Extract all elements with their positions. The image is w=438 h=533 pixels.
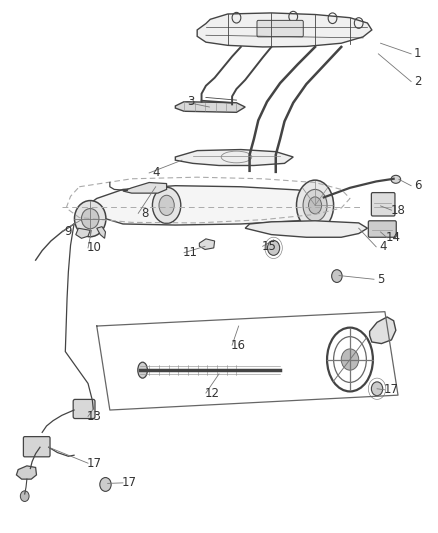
- Text: 17: 17: [122, 477, 137, 489]
- Ellipse shape: [308, 197, 321, 214]
- Circle shape: [268, 240, 280, 255]
- Text: 18: 18: [391, 204, 406, 216]
- Circle shape: [100, 478, 111, 491]
- Polygon shape: [16, 466, 36, 479]
- Polygon shape: [123, 182, 166, 193]
- FancyBboxPatch shape: [257, 20, 303, 37]
- Polygon shape: [76, 228, 90, 238]
- Ellipse shape: [391, 175, 401, 183]
- Text: 5: 5: [377, 273, 384, 286]
- Circle shape: [371, 382, 383, 395]
- Text: 14: 14: [386, 231, 401, 244]
- Polygon shape: [245, 221, 367, 237]
- Ellipse shape: [138, 362, 148, 378]
- Text: 6: 6: [414, 179, 421, 192]
- Circle shape: [341, 349, 359, 370]
- Text: 3: 3: [187, 95, 194, 108]
- Text: 17: 17: [87, 457, 102, 470]
- Text: 12: 12: [205, 386, 220, 400]
- FancyBboxPatch shape: [23, 437, 50, 457]
- Text: 9: 9: [65, 225, 72, 238]
- Polygon shape: [175, 150, 293, 165]
- Ellipse shape: [303, 189, 327, 221]
- FancyBboxPatch shape: [73, 399, 95, 418]
- Text: 13: 13: [87, 410, 102, 423]
- Polygon shape: [97, 227, 106, 238]
- Text: 8: 8: [141, 207, 148, 220]
- Text: 4: 4: [152, 166, 159, 180]
- Polygon shape: [197, 13, 372, 47]
- Ellipse shape: [152, 187, 181, 223]
- Polygon shape: [199, 239, 215, 249]
- Ellipse shape: [81, 208, 99, 229]
- Text: 2: 2: [414, 75, 421, 88]
- Ellipse shape: [159, 195, 174, 215]
- Text: 10: 10: [87, 241, 102, 254]
- Ellipse shape: [74, 200, 106, 237]
- Text: 11: 11: [183, 246, 198, 259]
- Text: 1: 1: [414, 47, 421, 60]
- Polygon shape: [175, 102, 245, 112]
- Circle shape: [20, 491, 29, 502]
- FancyBboxPatch shape: [371, 192, 395, 216]
- Text: 15: 15: [262, 240, 277, 253]
- Circle shape: [332, 270, 342, 282]
- Ellipse shape: [297, 180, 334, 231]
- Polygon shape: [370, 317, 396, 344]
- Polygon shape: [88, 185, 332, 225]
- Text: 16: 16: [231, 338, 246, 352]
- FancyBboxPatch shape: [368, 221, 396, 237]
- Text: 17: 17: [384, 383, 399, 397]
- Text: 4: 4: [379, 240, 386, 253]
